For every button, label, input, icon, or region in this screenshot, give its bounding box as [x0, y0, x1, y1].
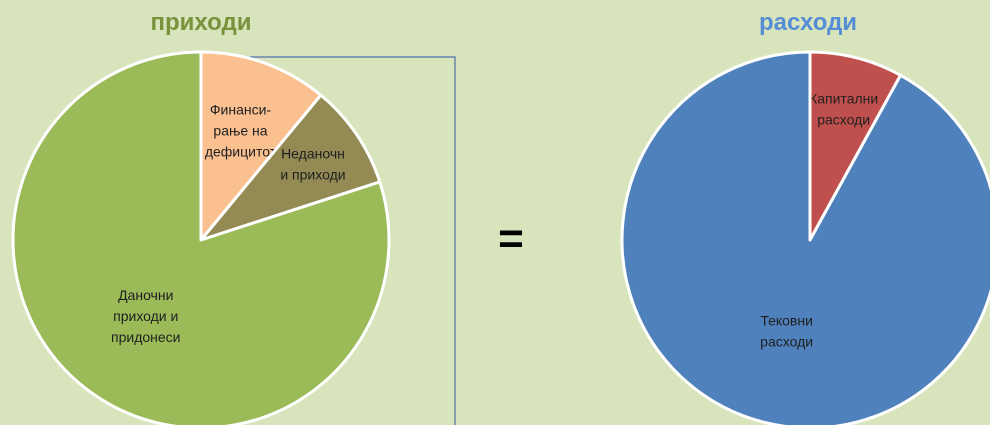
- pie-slice: [199, 50, 323, 242]
- pie-slice: [199, 93, 382, 242]
- slice-label: Финанси-рање на дефицитот: [205, 101, 277, 159]
- slice-label: Даночни приходи и придонеси: [111, 287, 180, 345]
- pie-slice: [808, 50, 903, 242]
- pie-slice: [620, 50, 990, 425]
- expenditure-chart-title: расходи: [759, 9, 857, 36]
- pie-slice: [11, 50, 391, 425]
- connector-line: [250, 56, 456, 425]
- revenue-pie: Финанси-рање на дефицитот Неданочн и приход…: [11, 50, 391, 425]
- equals-sign: =: [498, 214, 524, 263]
- expenditure-pie: Капитални расходи Тековни расходи: [620, 50, 990, 425]
- slice-label: Капитални расходи: [809, 90, 878, 127]
- slice-label: Тековни расходи: [760, 313, 813, 350]
- revenue-chart-title: приходи: [151, 9, 252, 36]
- slice-label: Неданочн и приходи: [280, 145, 345, 182]
